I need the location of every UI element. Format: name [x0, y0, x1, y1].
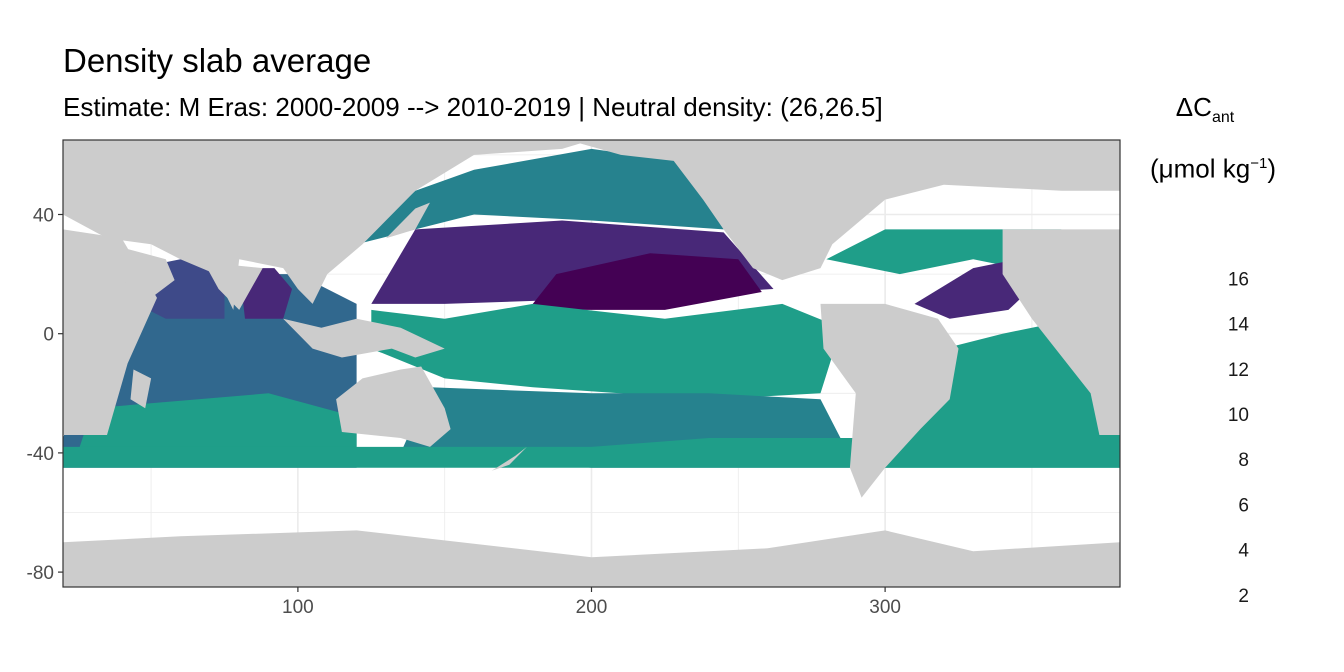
- colorbar-label: 4: [1238, 541, 1249, 562]
- land-india: [203, 262, 263, 310]
- land-japan: [386, 202, 430, 239]
- colorbar-label: 8: [1238, 450, 1249, 471]
- region-north-pacific-subpolar: [356, 148, 724, 245]
- chart-title: Density slab average: [63, 42, 372, 79]
- colorbar-label: 16: [1228, 269, 1249, 290]
- x-axis: 100 200 300: [282, 587, 901, 618]
- colorbar-label: 14: [1228, 315, 1250, 336]
- legend-title-sub: ant: [1211, 109, 1235, 127]
- land-australia: [336, 366, 451, 447]
- land-south-america: [820, 303, 959, 498]
- colorbar-label: 10: [1228, 405, 1249, 426]
- x-tick-label: 100: [282, 597, 314, 618]
- colorbar-label: 2: [1238, 586, 1249, 607]
- land-arabia: [110, 244, 175, 298]
- land-madagascar: [130, 369, 152, 409]
- land-eurasia: [63, 140, 592, 310]
- land-indonesia: [283, 318, 445, 358]
- y-tick-label: 0: [43, 325, 54, 346]
- y-tick-label: -40: [27, 444, 54, 465]
- y-axis: 40 0 -40 -80: [27, 206, 63, 584]
- chart-subtitle: Estimate: M Eras: 2000-2009 --> 2010-201…: [63, 92, 883, 122]
- y-tick-label: 40: [33, 206, 54, 227]
- legend-title-unit: (μmol kg: [1150, 153, 1251, 184]
- legend-title-main: ΔC: [1175, 92, 1212, 122]
- land-greenland: [885, 140, 1003, 161]
- legend-title-unit-sup: −1: [1250, 155, 1268, 173]
- land-north-america: [568, 140, 1120, 281]
- plot-panel: [62, 139, 1121, 588]
- x-tick-label: 300: [869, 597, 901, 618]
- colorbar-label: 12: [1228, 360, 1249, 381]
- legend-title: ΔCant (μmol kg−1): [1150, 84, 1276, 192]
- colorbar-label: 6: [1238, 495, 1249, 516]
- region-equatorial-pacific: [371, 303, 842, 400]
- y-tick-label: -80: [27, 563, 54, 584]
- land-mask: [63, 140, 1120, 587]
- x-tick-label: 200: [576, 597, 608, 618]
- region-south-indian-ocean: [77, 393, 357, 453]
- region-eastern-tropical-north-pacific: [532, 253, 762, 310]
- land-africa-east: [1002, 229, 1120, 435]
- land-antarctica: [63, 530, 1120, 587]
- colorbar: 2 4 6 8 10 12 14 16: [1165, 269, 1250, 607]
- legend-title-unit-close: ): [1267, 153, 1276, 184]
